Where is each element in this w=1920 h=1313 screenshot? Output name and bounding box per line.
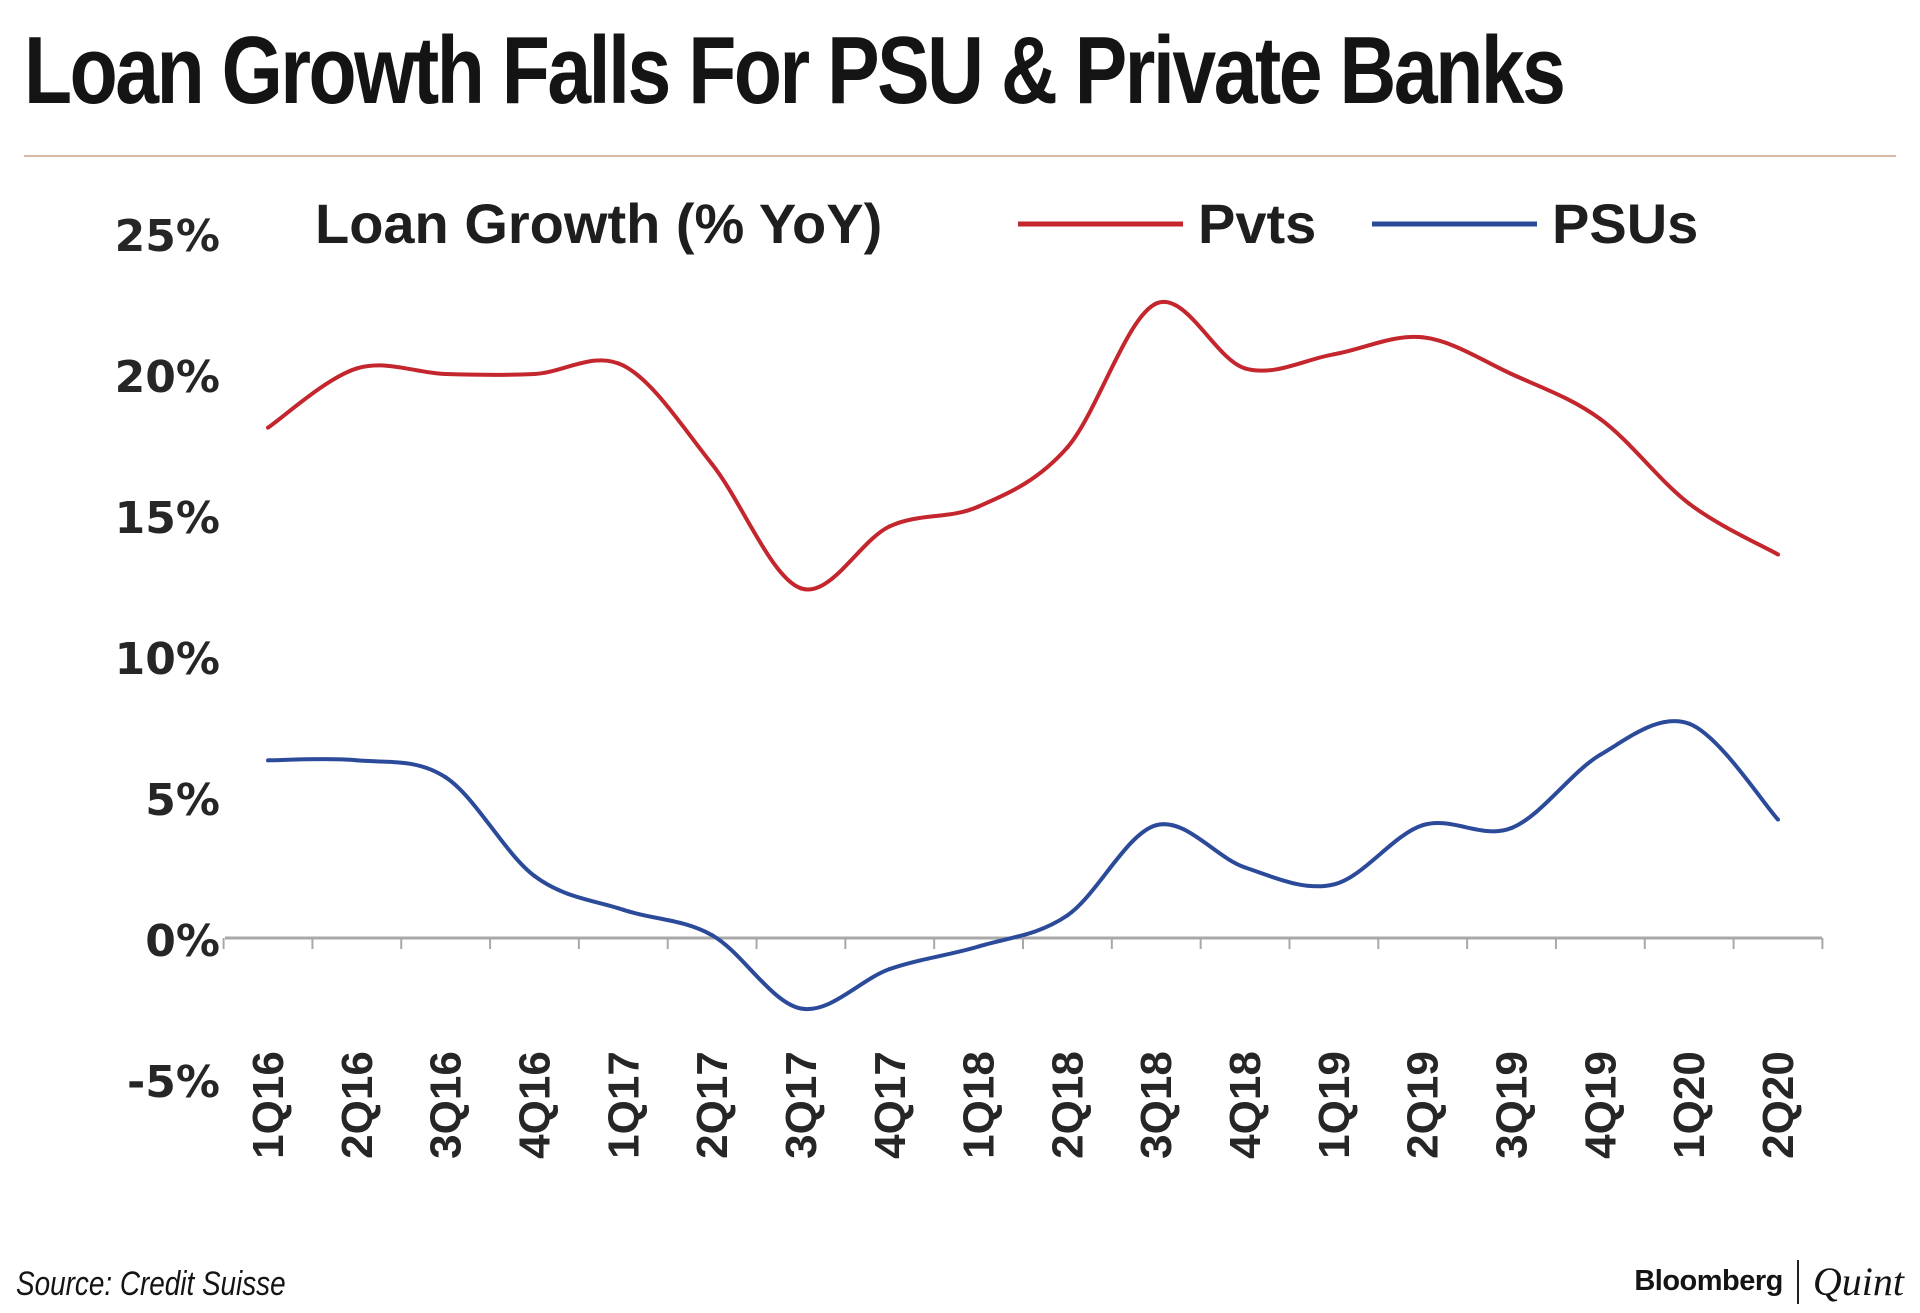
legend-label-pvts: Pvts <box>1198 192 1316 255</box>
loan-growth-chart: Loan Growth (% YoY) Pvts PSUs 25% 20% 15% 1… <box>115 192 1824 1159</box>
x-tick-label: 4Q18 <box>1221 1051 1270 1159</box>
x-tick-label: 1Q18 <box>955 1051 1004 1159</box>
data-point-psus <box>1776 817 1780 822</box>
brand-quint: Quint <box>1812 1259 1904 1304</box>
x-tick-label: 4Q16 <box>510 1051 559 1159</box>
chart-subtitle: Loan Growth (% YoY) <box>315 192 882 255</box>
source-note: Source: Credit Suisse <box>16 1265 286 1303</box>
x-tick-label: 3Q18 <box>1132 1051 1181 1159</box>
data-point-psus <box>1598 752 1603 757</box>
data-point-pvts <box>621 363 626 368</box>
legend-label-psus: PSUs <box>1552 192 1698 255</box>
data-point-psus <box>354 758 359 763</box>
y-tick-label: 10% <box>115 634 220 685</box>
data-point-psus <box>1243 865 1248 870</box>
data-point-pvts <box>710 462 715 467</box>
x-tick-label: 4Q17 <box>866 1051 915 1159</box>
data-point-pvts <box>1509 372 1514 376</box>
x-tick-label: 4Q19 <box>1576 1051 1625 1159</box>
y-tick-label: 0% <box>145 916 220 967</box>
data-point-pvts <box>1243 366 1248 371</box>
y-tick-label: 25% <box>115 211 220 262</box>
data-point-psus <box>887 967 892 972</box>
data-point-pvts <box>1598 417 1603 422</box>
x-tick-label: 3Q17 <box>777 1051 826 1159</box>
x-tick-label: 2Q17 <box>688 1051 737 1159</box>
x-tick-label: 2Q20 <box>1754 1051 1803 1159</box>
x-axis: 1Q16 2Q16 3Q16 4Q16 1Q17 2Q17 3Q17 4Q17 1Q18 2Q18… <box>222 936 1824 1159</box>
y-tick-label: 5% <box>145 775 220 826</box>
y-tick-label: 15% <box>115 493 220 544</box>
chart-title: Loan Growth Falls For PSU & Private Bank… <box>24 17 1566 124</box>
data-point-pvts <box>266 425 270 430</box>
data-point-psus <box>532 873 537 878</box>
series-line-pvts <box>266 299 1779 592</box>
y-tick-label: 20% <box>115 352 220 403</box>
x-tick-label: 1Q17 <box>599 1051 648 1159</box>
x-tick-label: 1Q19 <box>1310 1051 1359 1159</box>
y-tick-label: -5% <box>127 1057 220 1108</box>
data-point-pvts <box>1776 552 1780 557</box>
data-point-pvts <box>443 372 448 376</box>
data-point-psus <box>1687 721 1692 726</box>
brand-divider <box>1796 1259 1799 1304</box>
data-point-psus <box>1331 882 1336 887</box>
data-point-pvts <box>1420 335 1425 340</box>
y-axis: 25% 20% 15% 10% 5% 0% -5% <box>115 211 220 1108</box>
data-point-psus <box>1509 826 1514 831</box>
series-lines <box>266 299 1780 1012</box>
x-tick-label: 3Q19 <box>1488 1051 1537 1159</box>
data-point-psus <box>1065 913 1070 918</box>
x-tick-label: 1Q16 <box>244 1051 293 1159</box>
data-point-pvts <box>354 366 359 371</box>
data-point-pvts <box>1154 301 1159 306</box>
data-point-psus <box>1154 823 1159 828</box>
brand-bloomberg: Bloomberg <box>1634 1265 1783 1297</box>
data-point-psus <box>621 907 626 912</box>
data-point-pvts <box>1331 352 1336 357</box>
data-point-pvts <box>798 586 803 591</box>
data-point-psus <box>710 933 715 938</box>
x-tick-label: 1Q20 <box>1665 1051 1714 1159</box>
data-point-psus <box>976 944 981 949</box>
x-tick-label: 2Q18 <box>1043 1051 1092 1159</box>
data-point-pvts <box>976 504 981 509</box>
brand-logo: Bloomberg Quint <box>1634 1258 1904 1305</box>
legend: Pvts PSUs <box>1018 192 1698 255</box>
x-tick-label: 2Q16 <box>333 1051 382 1159</box>
x-tick-label: 3Q16 <box>422 1051 471 1159</box>
data-point-psus <box>798 1006 803 1011</box>
data-point-psus <box>443 775 448 780</box>
data-point-pvts <box>887 524 892 529</box>
data-point-psus <box>1420 823 1425 828</box>
series-line-psus <box>267 719 1780 1012</box>
x-tick-label: 2Q19 <box>1399 1051 1448 1159</box>
title-divider <box>24 155 1896 157</box>
data-point-pvts <box>532 372 537 376</box>
data-point-psus <box>266 758 270 763</box>
data-point-pvts <box>1065 445 1070 450</box>
data-point-pvts <box>1687 501 1692 506</box>
